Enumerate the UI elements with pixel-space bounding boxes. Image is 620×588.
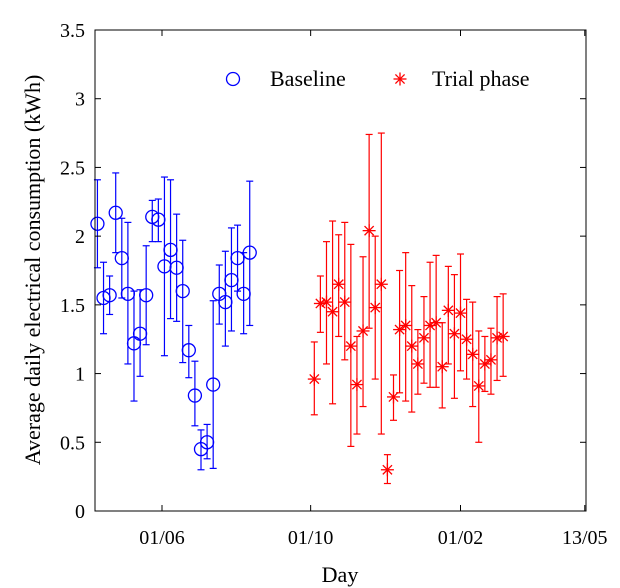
- error-bar: [118, 217, 126, 299]
- data-point: [332, 277, 346, 291]
- x-axis-label: Day: [322, 562, 359, 587]
- error-bar: [341, 221, 349, 361]
- error-bar: [173, 213, 181, 322]
- error-bar: [160, 176, 168, 357]
- error-bar: [106, 275, 114, 316]
- error-bar: [234, 224, 242, 292]
- error-bar: [191, 360, 199, 427]
- data-point: [435, 360, 449, 374]
- y-axis-label: Average daily electrical consumption (kW…: [20, 75, 45, 466]
- data-point: [411, 357, 425, 371]
- data-point: [484, 353, 498, 367]
- data-point: [344, 339, 358, 353]
- error-bar: [179, 239, 187, 364]
- error-bar: [209, 300, 217, 469]
- legend-asterisk-marker: [393, 72, 407, 86]
- data-point: [472, 379, 486, 393]
- error-bar: [142, 245, 150, 346]
- legend: Baseline Trial phase: [225, 66, 530, 91]
- data-point: [466, 347, 480, 361]
- series-layer: [90, 132, 510, 485]
- y-tick-label: 3.5: [60, 20, 85, 42]
- x-tick-label: 01/06: [139, 527, 185, 549]
- error-bar: [112, 172, 120, 254]
- series-trial-phase: [307, 132, 510, 485]
- legend-circle-marker: [225, 71, 241, 87]
- series-baseline: [90, 172, 257, 471]
- plot-frame: [94, 29, 587, 512]
- legend-label-baseline: Baseline: [270, 66, 346, 91]
- legend-label-trial-phase: Trial phase: [432, 66, 530, 91]
- data-point: [399, 318, 413, 332]
- error-bar: [203, 423, 211, 460]
- data-point: [368, 301, 382, 315]
- data-point: [108, 205, 123, 220]
- x-tick-label: 01/10: [288, 527, 334, 549]
- legend-marker-trial-phase: [393, 72, 407, 86]
- data-point: [405, 339, 419, 353]
- y-tick-label: 1: [75, 364, 85, 386]
- data-point: [307, 372, 321, 386]
- data-point: [374, 277, 388, 291]
- data-point: [139, 288, 154, 303]
- data-point: [454, 306, 468, 320]
- y-tick-label: 0: [75, 501, 85, 523]
- data-point: [362, 224, 376, 238]
- x-tick-label: 01/02: [438, 527, 484, 549]
- data-point: [206, 377, 221, 392]
- data-point: [102, 288, 117, 303]
- error-bar: [227, 227, 235, 332]
- data-point: [350, 378, 364, 392]
- data-point: [90, 216, 105, 231]
- error-bar: [136, 289, 144, 377]
- x-tick-label: 13/05: [562, 527, 608, 549]
- y-tick-label: 2.5: [60, 157, 85, 179]
- y-tick-label: 1.5: [60, 295, 85, 317]
- data-point: [447, 327, 461, 341]
- y-tick-label: 0.5: [60, 432, 85, 454]
- error-bar: [167, 179, 175, 320]
- data-point: [380, 463, 394, 477]
- error-bar: [240, 252, 248, 335]
- data-point: [326, 305, 340, 319]
- data-point: [356, 324, 370, 338]
- data-point: [187, 388, 203, 403]
- data-point: [386, 390, 400, 404]
- data-point: [338, 295, 352, 309]
- data-point: [242, 245, 257, 260]
- error-bar: [221, 250, 229, 347]
- data-point: [478, 357, 492, 371]
- error-bar: [215, 264, 223, 325]
- data-point: [460, 332, 474, 346]
- error-bar: [154, 198, 162, 243]
- ticks-layer: 0 0.5 1 1.5 2 2.5 3 3.5 01/06 01/10 01/02 13/05: [60, 20, 608, 549]
- data-point: [319, 295, 333, 309]
- error-bar: [185, 324, 193, 379]
- error-bar: [246, 180, 254, 327]
- data-point: [441, 303, 455, 317]
- data-point: [181, 343, 196, 358]
- error-bar: [130, 290, 138, 402]
- legend-marker-baseline: [225, 71, 241, 87]
- data-point: [175, 283, 190, 299]
- y-tick-label: 3: [75, 89, 85, 111]
- y-tick-label: 2: [75, 226, 85, 248]
- error-bar: [197, 429, 205, 471]
- data-point: [417, 331, 431, 345]
- data-point: [496, 329, 510, 343]
